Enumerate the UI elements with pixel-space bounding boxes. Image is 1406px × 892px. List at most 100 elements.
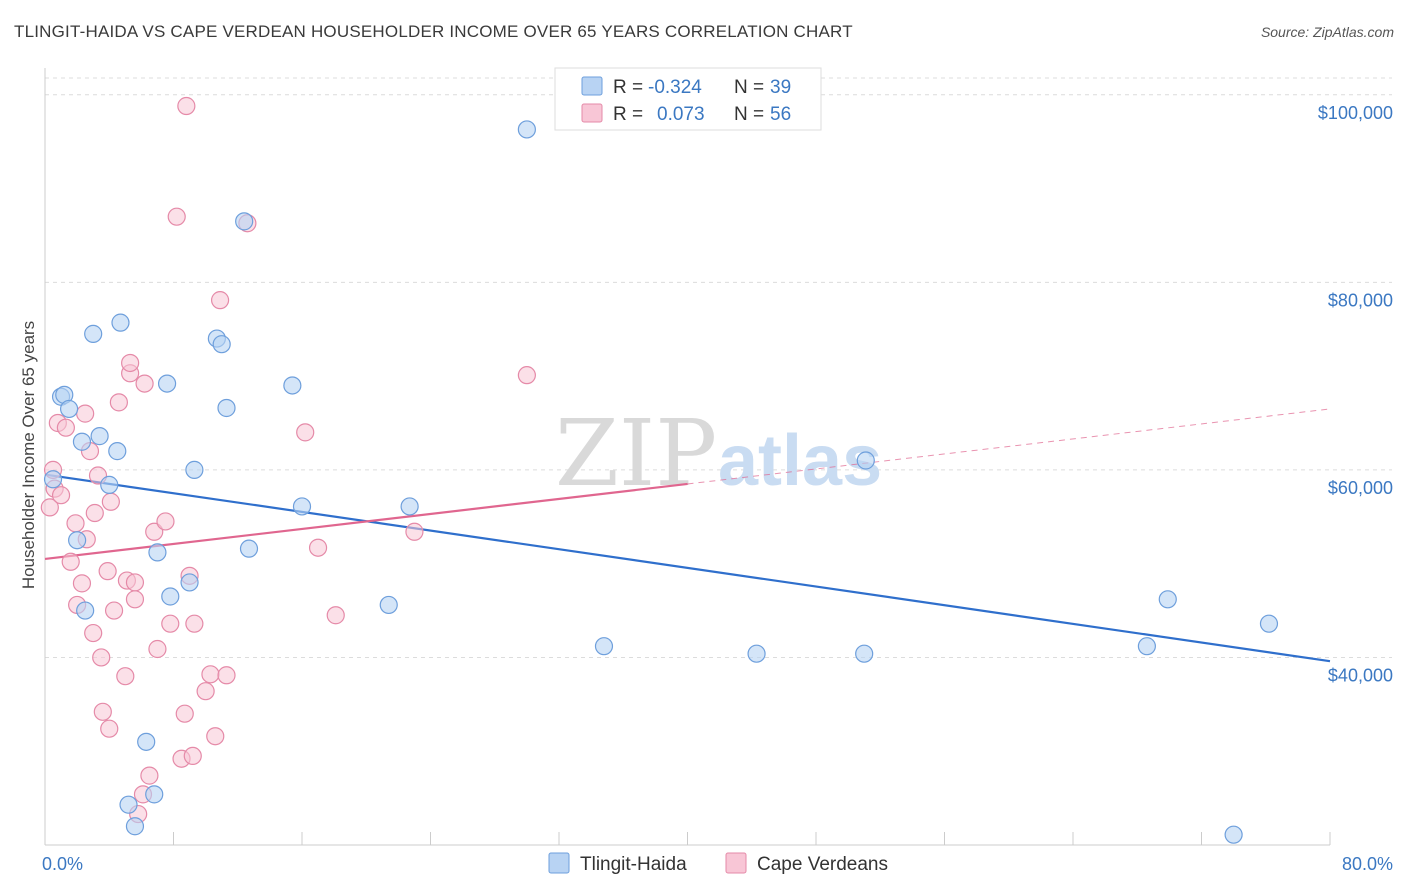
cape-verdeans-point-44: [196, 682, 215, 701]
legend-n-value-1: 39: [770, 77, 791, 98]
tlingit-haida-point-15: [145, 785, 164, 804]
cape-verdeans-point-36: [161, 614, 180, 633]
y-axis-label: Householder Income Over 65 years: [19, 321, 38, 589]
tlingit-haida-point-12: [119, 795, 138, 814]
chart-source: Source: ZipAtlas.com: [1260, 24, 1394, 40]
cape-verdeans-trend-line: [44, 482, 688, 561]
cape-verdeans-point-48: [217, 666, 236, 685]
axes: [44, 68, 1331, 846]
legend-n-label-2: N =: [734, 104, 764, 125]
cape-verdeans-point-6: [61, 552, 80, 571]
cape-verdeans-point-7: [66, 514, 85, 533]
x-tick-labels: 0.0% 80.0%: [42, 854, 1393, 874]
tlingit-haida-point-33: [855, 644, 874, 663]
y-tick-label-1: $60,000: [1328, 478, 1393, 498]
watermark: ZIP atlas: [555, 400, 882, 507]
tlingit-haida-point-28: [379, 595, 398, 615]
tlingit-haida-point-18: [161, 587, 180, 606]
cape-verdeans-point-20: [101, 492, 120, 511]
cape-verdeans-point-39: [175, 704, 194, 723]
cape-verdeans-point-45: [201, 665, 220, 684]
legend-n-value-2: 56: [770, 104, 791, 125]
tlingit-haida-point-13: [125, 817, 145, 836]
y-tick-label-2: $80,000: [1328, 290, 1393, 310]
tlingit-haida-point-8: [90, 427, 109, 446]
cape-verdeans-point-18: [98, 562, 117, 581]
tlingit-haida-point-31: [594, 637, 614, 656]
tlingit-haida-point-32: [747, 644, 766, 663]
cape-verdeans-point-27: [125, 573, 145, 592]
tlingit-haida-point-11: [111, 313, 130, 332]
tlingit-haida-point-34: [856, 451, 875, 470]
cape-verdeans-point-4: [51, 486, 71, 505]
tlingit-haida-point-23: [217, 398, 236, 418]
legend-swatch-tlingit: [581, 76, 603, 96]
bottom-legend-swatch-tlingit: [548, 852, 570, 874]
cape-verdeans-point-53: [405, 522, 424, 541]
gridlines: [45, 77, 1392, 658]
y-tick-labels: $40,000 $60,000 $80,000 $100,000: [1318, 103, 1393, 686]
tlingit-haida-point-10: [108, 442, 127, 461]
cape-verdeans-point-37: [167, 207, 186, 226]
bottom-legend-tlingit: Tlingit-Haida: [580, 854, 687, 875]
cape-verdeans-point-40: [177, 96, 196, 116]
cape-verdeans-point-35: [156, 512, 175, 531]
tlingit-haida-trend-line: [44, 473, 1331, 663]
cape-verdeans-point-14: [85, 503, 104, 523]
tlingit-haida-point-3: [59, 399, 79, 419]
cape-verdeans-point-32: [140, 766, 159, 785]
cape-verdeans-point-52: [326, 606, 345, 625]
cape-verdeans-point-0: [40, 498, 59, 517]
cape-verdeans-point-22: [109, 393, 128, 412]
legend-r-value-1: -0.324: [648, 77, 702, 98]
cape-verdeans-point-51: [308, 538, 328, 557]
legend-r-value-2: 0.073: [657, 104, 705, 125]
tlingit-haida-point-5: [72, 432, 92, 451]
watermark-atlas: atlas: [718, 421, 882, 501]
bottom-legend-cape: Cape Verdeans: [757, 854, 888, 875]
cape-verdeans-point-46: [206, 727, 225, 746]
cape-verdeans-point-16: [92, 648, 111, 667]
legend-n-label-1: N =: [734, 77, 764, 98]
cape-verdeans-point-43: [185, 614, 204, 633]
cape-verdeans-point-9: [72, 574, 92, 593]
tlingit-haida-point-29: [400, 497, 419, 516]
cape-verdeans-point-42: [183, 746, 202, 766]
tlingit-haida-point-35: [1137, 637, 1156, 656]
tlingit-haida-point-4: [68, 531, 87, 550]
cape-verdeans-point-5: [56, 418, 75, 437]
top-legend: R = -0.324 N = 39 R = 0.073 N = 56: [554, 67, 822, 131]
y-tick-label-0: $40,000: [1328, 665, 1393, 685]
cape-verdeans-point-50: [296, 423, 315, 442]
tlingit-haida-point-0: [43, 470, 63, 489]
cape-verdeans-point-23: [116, 667, 135, 686]
tlingit-haida-point-14: [137, 732, 156, 751]
legend-r-label-1: R =: [613, 77, 643, 98]
cape-verdeans-point-54: [517, 366, 536, 385]
cape-verdeans-point-13: [84, 623, 103, 643]
cape-verdeans-point-21: [104, 601, 124, 620]
cape-verdeans-point-17: [93, 702, 112, 721]
tlingit-haida-point-38: [1259, 614, 1279, 633]
tlingit-haida-points: [43, 120, 1279, 844]
tlingit-haida-point-16: [148, 543, 167, 562]
y-tick-label-3: $100,000: [1318, 103, 1393, 123]
cape-verdeans-trend-extension: [687, 408, 1331, 485]
cape-verdeans-point-33: [145, 522, 164, 541]
tlingit-haida-point-22: [212, 335, 231, 354]
x-tick-label-0: 0.0%: [42, 854, 83, 874]
tlingit-haida-point-6: [76, 601, 95, 620]
legend-swatch-cape: [581, 103, 603, 123]
x-tick-label-1: 80.0%: [1342, 854, 1393, 874]
tlingit-haida-point-37: [1224, 825, 1243, 844]
cape-verdeans-point-10: [76, 404, 95, 423]
tlingit-haida-point-17: [157, 374, 177, 393]
cape-verdeans-point-47: [210, 291, 230, 310]
tlingit-haida-point-26: [283, 376, 302, 395]
tlingit-haida-point-25: [239, 539, 259, 558]
tlingit-haida-point-20: [185, 460, 204, 479]
cape-verdeans-point-28: [125, 590, 145, 609]
cape-verdeans-point-19: [100, 719, 119, 738]
tlingit-haida-point-36: [1158, 590, 1177, 609]
